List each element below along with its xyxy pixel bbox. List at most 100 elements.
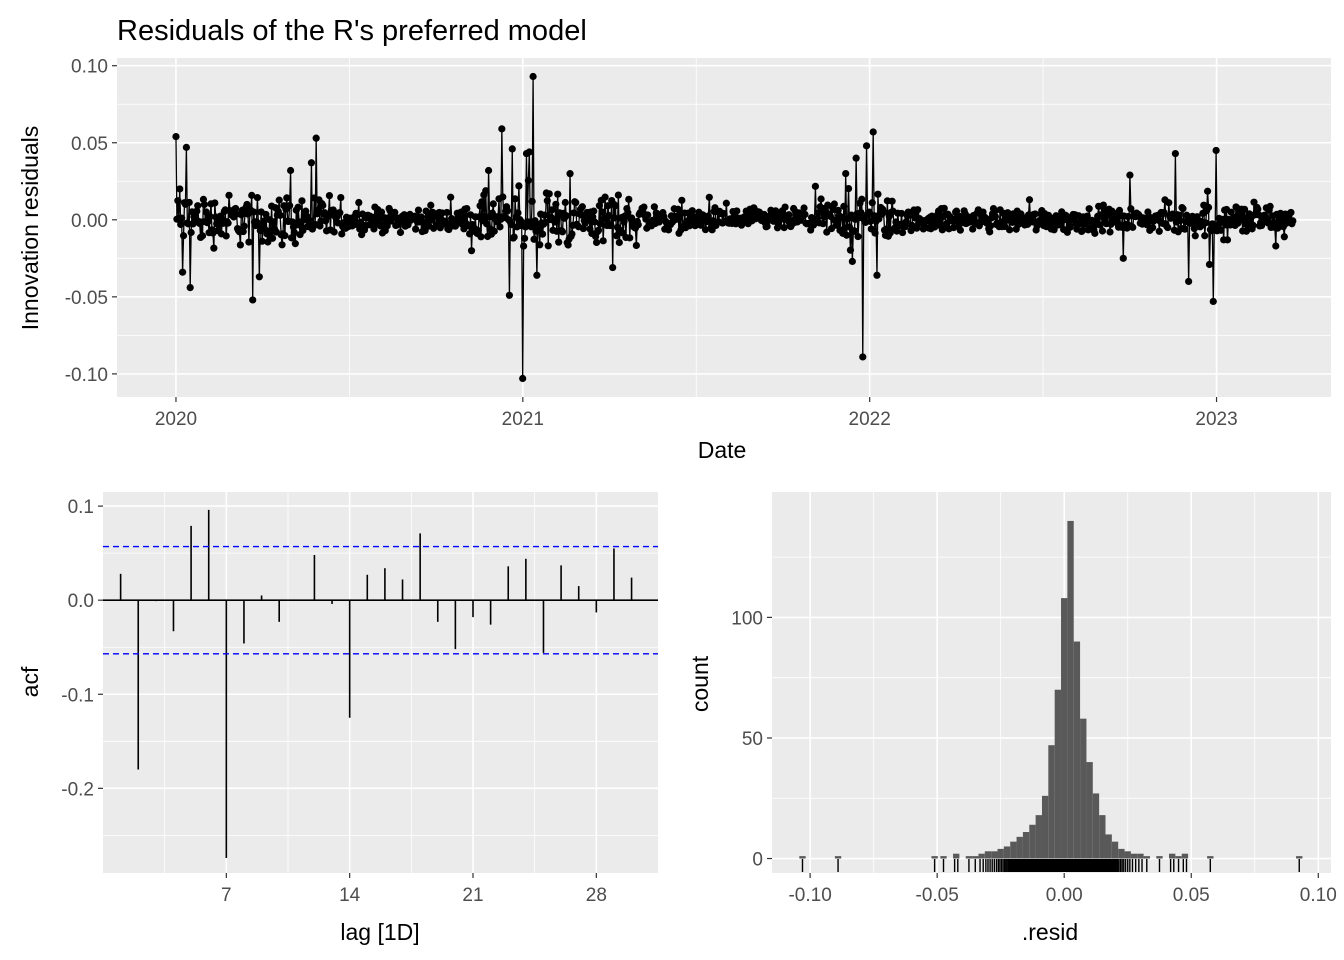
residual-point [893,227,901,235]
residual-point [524,176,532,184]
residual-point [1223,236,1232,244]
residual-point [240,222,248,230]
residual-point [705,193,713,201]
residual-point [898,228,907,237]
y-tick-label: 50 [742,729,763,750]
histogram-ticks: 100 50 0 -0.10 -0.05 0.00 0.05 0.10 [731,608,1336,906]
residual-point [1025,196,1034,204]
histogram-bar [965,856,973,859]
histogram-bar [972,856,979,859]
residual-point [688,207,696,215]
residual-point [508,145,516,153]
histogram-bar [1061,598,1068,859]
residual-point [515,182,523,190]
residual-point [299,226,307,235]
residual-point [566,170,574,178]
residual-point [562,212,570,220]
residual-point [704,212,712,220]
residual-point [598,208,606,216]
residual-point [572,199,580,207]
residual-point [412,225,420,233]
figure-title: Residuals of the R's preferred model [117,15,587,47]
residual-point [1176,216,1184,225]
residual-point [555,238,563,246]
residual-point [286,202,294,210]
residual-point [211,199,219,207]
residual-point [337,193,345,202]
residual-point [198,232,207,240]
residual-point [496,223,504,231]
x-tick-label: 2020 [155,409,197,430]
residual-point [268,234,277,242]
residual-point [538,230,547,238]
x-tick-label: 2021 [502,409,544,430]
residual-point [258,237,266,245]
residual-point [685,222,694,230]
histogram-bar [1035,815,1042,859]
residual-point [530,235,538,243]
residual-point [182,143,190,151]
x-tick-label: 2022 [849,409,891,430]
residual-point [570,209,578,217]
residual-point [780,224,788,232]
residual-point [1203,187,1212,195]
y-tick-label: 0.1 [68,497,94,518]
residual-point [443,208,451,217]
residual-point [1175,211,1183,219]
residual-point [489,200,497,208]
histogram-bar [984,851,992,859]
residual-point [1006,226,1014,234]
residual-point [848,257,856,265]
residual-point [200,200,208,209]
residuals-y-axis-label: Innovation residuals [17,126,43,331]
residual-point [722,199,730,207]
residual-point [596,220,604,228]
y-tick-label: 0.05 [71,134,108,155]
histogram-bar [1054,689,1062,859]
residual-point [275,196,283,204]
histogram-bar [1010,841,1017,859]
residual-point [842,169,850,178]
residual-point [1126,171,1134,179]
residual-point [1115,206,1124,214]
residual-point [178,214,186,222]
residual-point [868,199,876,207]
residual-point [414,206,423,214]
residual-point [1254,205,1262,213]
residual-point [307,159,316,167]
x-tick-label: -0.10 [788,885,831,906]
residual-point [1095,221,1104,229]
residual-point [298,197,306,205]
residual-point [482,187,490,195]
residual-point [255,273,263,281]
residual-point [902,218,910,226]
residual-point [880,208,888,216]
acf-gridlines [103,492,658,873]
residual-point [701,226,710,234]
histogram-bar [1029,824,1036,859]
residual-point [210,244,218,252]
residual-point [278,241,286,249]
residual-point [830,200,838,208]
residual-point [490,227,498,235]
residual-point [548,206,556,214]
residual-point [1031,210,1039,218]
residual-point [1202,219,1210,227]
y-tick-label: -0.05 [65,288,108,309]
residual-point [194,202,202,210]
y-tick-label: -0.2 [61,779,94,800]
residual-point [174,197,182,205]
residual-point [986,228,994,236]
residual-point [650,203,658,211]
histogram-bar [1067,520,1074,859]
residual-point [1191,232,1199,240]
histogram-bar [1130,853,1138,859]
residual-point [544,242,552,250]
residual-point [222,232,230,240]
histogram-bar [1105,834,1112,859]
residual-point [1010,213,1018,221]
histogram-bars [799,520,1303,859]
residual-point [185,198,193,207]
residual-point [1155,227,1163,235]
residual-point [1127,205,1135,213]
